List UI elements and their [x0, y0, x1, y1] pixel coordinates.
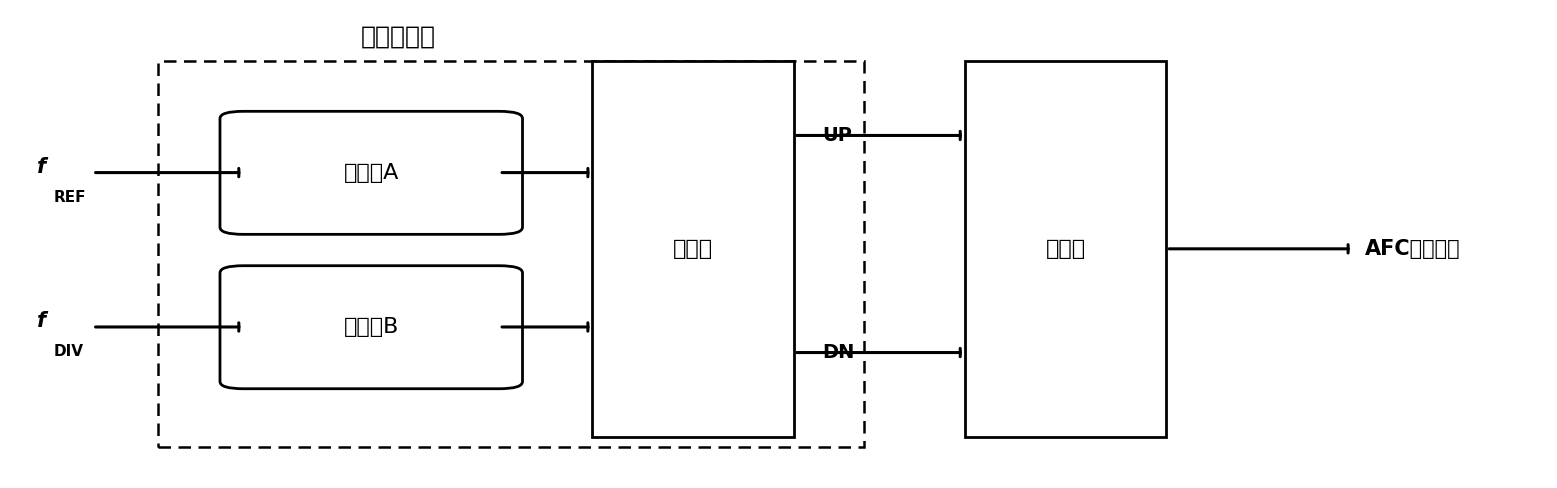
Bar — [592, 61, 794, 437]
Text: 计数器B: 计数器B — [344, 317, 399, 337]
Text: f: f — [37, 157, 47, 177]
Text: UP: UP — [822, 126, 852, 145]
Text: 比较器: 比较器 — [673, 239, 713, 259]
Text: REF: REF — [54, 189, 87, 204]
Bar — [965, 61, 1166, 437]
Text: DN: DN — [822, 343, 855, 362]
Text: 频率检测器: 频率检测器 — [361, 24, 436, 48]
Text: 状态机: 状态机 — [1045, 239, 1085, 259]
Text: f: f — [37, 311, 47, 331]
Bar — [157, 61, 864, 447]
Text: 计数器A: 计数器A — [344, 163, 399, 183]
Text: AFC比较结果: AFC比较结果 — [1365, 239, 1460, 259]
Text: DIV: DIV — [54, 344, 84, 359]
FancyBboxPatch shape — [220, 111, 523, 234]
FancyBboxPatch shape — [220, 265, 523, 389]
